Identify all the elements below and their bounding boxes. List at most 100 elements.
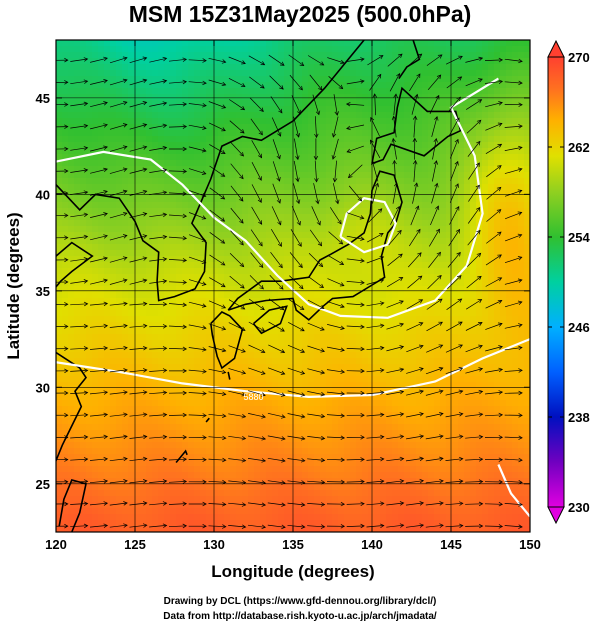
field-cell: [140, 448, 147, 455]
field-cell: [122, 382, 129, 389]
field-cell: [86, 400, 93, 407]
field-cell: [170, 142, 177, 149]
field-cell: [308, 160, 315, 167]
field-cell: [272, 298, 279, 305]
field-cell: [350, 154, 357, 161]
field-cell: [170, 184, 177, 191]
field-cell: [338, 274, 345, 281]
field-cell: [116, 460, 123, 467]
field-cell: [122, 322, 129, 329]
field-cell: [86, 82, 93, 89]
field-cell: [398, 370, 405, 377]
field-cell: [302, 280, 309, 287]
field-cell: [416, 316, 423, 323]
field-cell: [242, 208, 249, 215]
field-cell: [326, 64, 333, 71]
field-cell: [392, 262, 399, 269]
field-cell: [134, 130, 141, 137]
field-cell: [338, 184, 345, 191]
field-cell: [380, 58, 387, 65]
field-cell: [122, 82, 129, 89]
field-cell: [404, 256, 411, 263]
field-cell: [272, 196, 279, 203]
field-cell: [272, 334, 279, 341]
field-cell: [284, 184, 291, 191]
field-cell: [248, 508, 255, 515]
field-cell: [242, 346, 249, 353]
field-cell: [254, 160, 261, 167]
field-cell: [260, 268, 267, 275]
field-cell: [302, 484, 309, 491]
field-cell: [380, 460, 387, 467]
field-cell: [116, 124, 123, 131]
field-cell: [98, 40, 105, 47]
field-cell: [212, 148, 219, 155]
field-cell: [284, 202, 291, 209]
field-cell: [122, 226, 129, 233]
field-cell: [224, 148, 231, 155]
field-cell: [158, 328, 165, 335]
field-cell: [254, 430, 261, 437]
field-cell: [104, 340, 111, 347]
field-cell: [140, 130, 147, 137]
field-cell: [398, 280, 405, 287]
field-cell: [194, 394, 201, 401]
field-cell: [278, 286, 285, 293]
field-cell: [332, 436, 339, 443]
field-cell: [116, 322, 123, 329]
field-cell: [302, 178, 309, 185]
field-cell: [374, 520, 381, 527]
field-cell: [134, 322, 141, 329]
field-cell: [170, 388, 177, 395]
field-cell: [230, 274, 237, 281]
field-cell: [80, 172, 87, 179]
field-cell: [320, 136, 327, 143]
field-cell: [74, 508, 81, 515]
field-cell: [218, 484, 225, 491]
field-cell: [338, 100, 345, 107]
field-cell: [182, 58, 189, 65]
field-cell: [236, 202, 243, 209]
field-cell: [134, 406, 141, 413]
field-cell: [80, 280, 87, 287]
field-cell: [356, 136, 363, 143]
field-cell: [380, 184, 387, 191]
field-cell: [272, 274, 279, 281]
field-cell: [284, 106, 291, 113]
field-cell: [86, 280, 93, 287]
field-cell: [236, 304, 243, 311]
field-cell: [386, 166, 393, 173]
field-cell: [344, 154, 351, 161]
field-cell: [404, 250, 411, 257]
field-cell: [236, 154, 243, 161]
field-cell: [236, 484, 243, 491]
field-cell: [374, 460, 381, 467]
field-cell: [224, 226, 231, 233]
field-cell: [344, 160, 351, 167]
field-cell: [338, 154, 345, 161]
field-cell: [230, 442, 237, 449]
field-cell: [110, 508, 117, 515]
field-cell: [224, 352, 231, 359]
field-cell: [134, 304, 141, 311]
field-cell: [278, 238, 285, 245]
field-cell: [338, 466, 345, 473]
field-cell: [374, 424, 381, 431]
field-cell: [404, 292, 411, 299]
field-cell: [332, 262, 339, 269]
field-cell: [278, 370, 285, 377]
field-cell: [374, 214, 381, 221]
field-cell: [98, 184, 105, 191]
field-cell: [164, 100, 171, 107]
field-cell: [248, 322, 255, 329]
field-cell: [296, 436, 303, 443]
field-cell: [182, 148, 189, 155]
field-cell: [386, 202, 393, 209]
field-cell: [416, 58, 423, 65]
field-cell: [152, 400, 159, 407]
field-cell: [242, 58, 249, 65]
field-cell: [164, 526, 171, 532]
field-cell: [308, 358, 315, 365]
field-cell: [146, 334, 153, 341]
field-cell: [68, 520, 75, 527]
